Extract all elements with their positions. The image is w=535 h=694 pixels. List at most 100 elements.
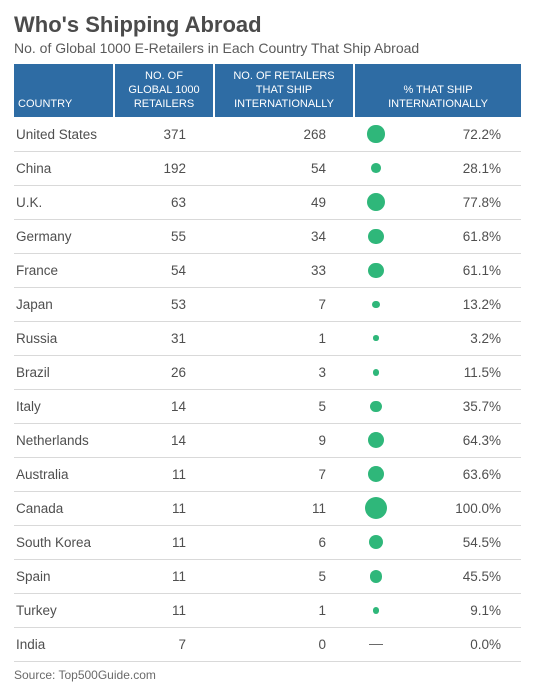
- pct-dot: [369, 535, 383, 549]
- cell-ship-intl: 54: [214, 151, 354, 185]
- col-header-ship-intl: NO. OF RETAILERSTHAT SHIPINTERNATIONALLY: [214, 64, 354, 117]
- cell-retailers: 371: [114, 117, 214, 151]
- pct-dot: [371, 163, 381, 173]
- cell-pct: 13.2%: [354, 287, 521, 321]
- table-row: India70 0.0%: [14, 627, 521, 661]
- cell-pct: 61.8%: [354, 219, 521, 253]
- cell-ship-intl: 5: [214, 559, 354, 593]
- pct-value: 63.6%: [398, 467, 521, 482]
- pct-value: 35.7%: [398, 399, 521, 414]
- cell-pct: 100.0%: [354, 491, 521, 525]
- cell-retailers: 11: [114, 457, 214, 491]
- cell-retailers: 11: [114, 593, 214, 627]
- cell-ship-intl: 268: [214, 117, 354, 151]
- pct-dot: [368, 229, 384, 245]
- cell-pct: 35.7%: [354, 389, 521, 423]
- cell-retailers: 63: [114, 185, 214, 219]
- cell-ship-intl: 1: [214, 321, 354, 355]
- cell-ship-intl: 7: [214, 287, 354, 321]
- cell-retailers: 55: [114, 219, 214, 253]
- cell-ship-intl: 1: [214, 593, 354, 627]
- pct-value: 64.3%: [398, 433, 521, 448]
- table-row: South Korea11654.5%: [14, 525, 521, 559]
- cell-pct: 72.2%: [354, 117, 521, 151]
- pct-dot: [368, 466, 384, 482]
- cell-country: U.K.: [14, 185, 114, 219]
- cell-retailers: 11: [114, 491, 214, 525]
- pct-dash-icon: [369, 644, 383, 645]
- table-row: China19254 28.1%: [14, 151, 521, 185]
- cell-pct: 61.1%: [354, 253, 521, 287]
- cell-country: Australia: [14, 457, 114, 491]
- table-row: Brazil263 11.5%: [14, 355, 521, 389]
- pct-dot: [370, 570, 383, 583]
- cell-country: Italy: [14, 389, 114, 423]
- cell-ship-intl: 0: [214, 627, 354, 661]
- table-body: United States37126872.2%China1925428.1%U…: [14, 117, 521, 661]
- table-row: U.K.634977.8%: [14, 185, 521, 219]
- pct-value: 0.0%: [398, 637, 521, 652]
- pct-value: 9.1%: [398, 603, 521, 618]
- cell-country: Japan: [14, 287, 114, 321]
- col-header-pct: % THAT SHIPINTERNATIONALLY: [354, 64, 521, 117]
- cell-ship-intl: 7: [214, 457, 354, 491]
- pct-value: 61.8%: [398, 229, 521, 244]
- pct-value: 3.2%: [398, 331, 521, 346]
- cell-retailers: 54: [114, 253, 214, 287]
- cell-retailers: 7: [114, 627, 214, 661]
- pct-dot: [365, 497, 387, 519]
- cell-retailers: 192: [114, 151, 214, 185]
- cell-ship-intl: 9: [214, 423, 354, 457]
- cell-country: Turkey: [14, 593, 114, 627]
- cell-ship-intl: 11: [214, 491, 354, 525]
- chart-title: Who's Shipping Abroad: [14, 12, 521, 38]
- cell-country: China: [14, 151, 114, 185]
- table-header-row: COUNTRY NO. OFGLOBAL 1000RETAILERS NO. O…: [14, 64, 521, 117]
- cell-ship-intl: 6: [214, 525, 354, 559]
- cell-country: South Korea: [14, 525, 114, 559]
- cell-retailers: 31: [114, 321, 214, 355]
- pct-dot: [370, 401, 381, 412]
- pct-value: 77.8%: [398, 195, 521, 210]
- cell-pct: 0.0%: [354, 627, 521, 661]
- pct-value: 61.1%: [398, 263, 521, 278]
- pct-value: 11.5%: [398, 365, 521, 380]
- pct-value: 45.5%: [398, 569, 521, 584]
- pct-value: 54.5%: [398, 535, 521, 550]
- cell-pct: 45.5%: [354, 559, 521, 593]
- cell-country: United States: [14, 117, 114, 151]
- cell-ship-intl: 3: [214, 355, 354, 389]
- cell-country: Brazil: [14, 355, 114, 389]
- shipping-table: COUNTRY NO. OFGLOBAL 1000RETAILERS NO. O…: [14, 64, 521, 662]
- cell-country: Germany: [14, 219, 114, 253]
- col-header-retailers: NO. OFGLOBAL 1000RETAILERS: [114, 64, 214, 117]
- pct-value: 13.2%: [398, 297, 521, 312]
- cell-country: Netherlands: [14, 423, 114, 457]
- pct-dot: [367, 193, 385, 211]
- cell-retailers: 14: [114, 389, 214, 423]
- table-row: Japan537 13.2%: [14, 287, 521, 321]
- table-row: Spain11545.5%: [14, 559, 521, 593]
- table-row: United States371268 72.2%: [14, 117, 521, 151]
- table-row: Australia117 63.6%: [14, 457, 521, 491]
- cell-ship-intl: 34: [214, 219, 354, 253]
- cell-pct: 11.5%: [354, 355, 521, 389]
- source-line: Source: Top500Guide.com: [14, 668, 521, 682]
- table-row: Germany5534 61.8%: [14, 219, 521, 253]
- cell-country: Spain: [14, 559, 114, 593]
- cell-country: Canada: [14, 491, 114, 525]
- pct-dot: [368, 263, 383, 278]
- cell-retailers: 53: [114, 287, 214, 321]
- pct-dot: [373, 335, 379, 341]
- pct-value: 72.2%: [398, 127, 521, 142]
- cell-retailers: 26: [114, 355, 214, 389]
- pct-value: 28.1%: [398, 161, 521, 176]
- table-row: Russia3113.2%: [14, 321, 521, 355]
- cell-ship-intl: 33: [214, 253, 354, 287]
- pct-dot: [368, 432, 384, 448]
- table-row: France543361.1%: [14, 253, 521, 287]
- cell-pct: 77.8%: [354, 185, 521, 219]
- cell-ship-intl: 5: [214, 389, 354, 423]
- cell-pct: 9.1%: [354, 593, 521, 627]
- cell-country: India: [14, 627, 114, 661]
